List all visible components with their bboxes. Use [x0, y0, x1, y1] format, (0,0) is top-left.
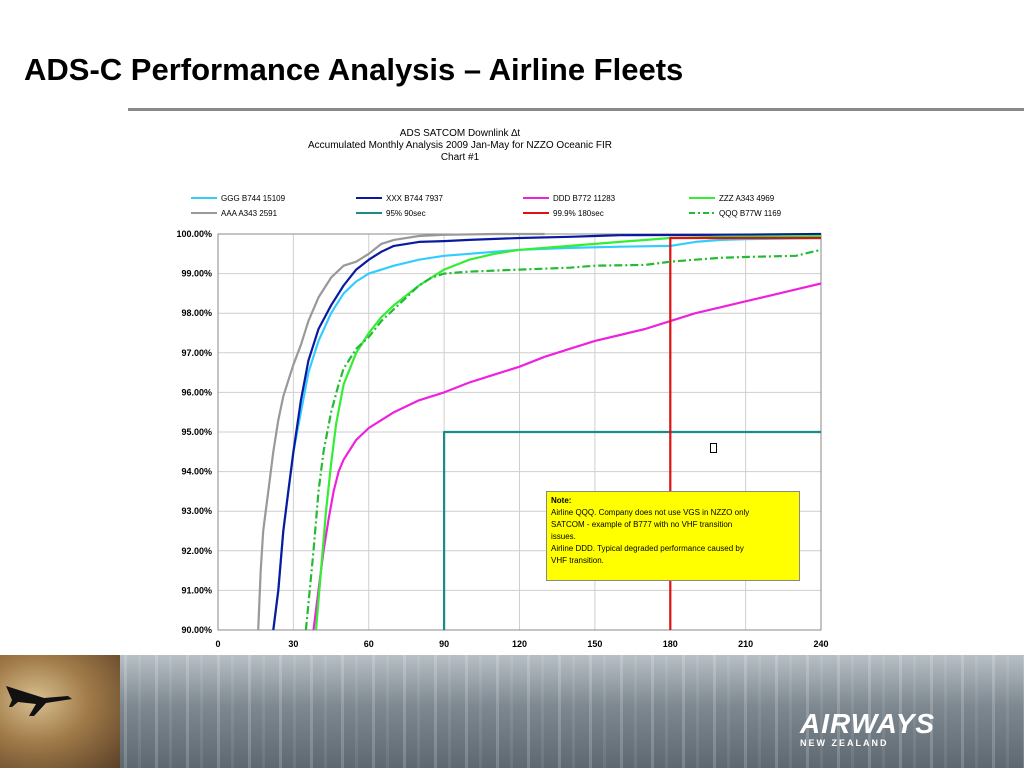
brand-subtitle: NEW ZEALAND: [800, 738, 889, 748]
y-tick-label: 94.00%: [181, 467, 212, 477]
x-tick-label: 90: [439, 639, 449, 649]
airplane-icon: [6, 686, 72, 716]
x-tick-label: 210: [738, 639, 753, 649]
note-line: issues.: [551, 532, 576, 541]
series-line: [257, 232, 545, 631]
title-divider: [128, 108, 1024, 111]
legend-label: XXX B744 7937: [386, 194, 443, 203]
series-line: [272, 232, 822, 631]
series-line: [443, 430, 821, 630]
brand-name: AIRWAYS: [800, 708, 936, 739]
series-line: [314, 234, 822, 631]
x-tick-label: 120: [512, 639, 527, 649]
y-tick-label: 95.00%: [181, 427, 212, 437]
note-line: Airline DDD. Typical degraded performanc…: [551, 544, 744, 553]
y-tick-label: 92.00%: [181, 546, 212, 556]
y-tick-label: 96.00%: [181, 387, 212, 397]
x-tick-label: 0: [215, 639, 220, 649]
legend-label: QQQ B77W 1169: [719, 209, 782, 218]
chart-title-line: Accumulated Monthly Analysis 2009 Jan-Ma…: [308, 140, 612, 151]
note-line: SATCOM - example of B777 with no VHF tra…: [551, 520, 733, 529]
legend-label: GGG B744 15109: [221, 194, 286, 203]
y-tick-label: 93.00%: [181, 506, 212, 516]
note-line: Airline QQQ. Company does not use VGS in…: [551, 508, 750, 517]
series-line: [312, 282, 822, 631]
airways-logo: AIRWAYS NEW ZEALAND: [800, 708, 936, 748]
y-tick-label: 98.00%: [181, 308, 212, 318]
chart-title-line: Chart #1: [441, 152, 480, 163]
x-tick-label: 180: [663, 639, 678, 649]
y-tick-label: 99.00%: [181, 269, 212, 279]
y-tick-label: 90.00%: [181, 625, 212, 635]
y-tick-label: 91.00%: [181, 585, 212, 595]
footer-photo: [0, 655, 120, 768]
chart-panel: ADS SATCOM Downlink ∆t Accumulated Monthl…: [133, 123, 858, 697]
placeholder-glyph-icon: [710, 443, 717, 453]
x-tick-label: 30: [288, 639, 298, 649]
legend-label: DDD B772 11283: [553, 194, 616, 203]
x-tick-label: 150: [587, 639, 602, 649]
x-tick-label: 240: [813, 639, 828, 649]
y-tick-label: 100.00%: [176, 229, 212, 239]
legend-label: AAA A343 2591: [221, 209, 278, 218]
y-tick-label: 97.00%: [181, 348, 212, 358]
footer-band: [0, 655, 1024, 768]
note-line: Note:: [551, 496, 572, 505]
note-line: VHF transition.: [551, 556, 604, 565]
chart-title-line: ADS SATCOM Downlink ∆t: [400, 128, 521, 139]
slide-title: ADS-C Performance Analysis – Airline Fle…: [24, 52, 684, 87]
x-tick-label: 60: [364, 639, 374, 649]
legend-label: 95% 90sec: [386, 209, 426, 218]
legend-label: 99.9% 180sec: [553, 209, 604, 218]
legend-label: ZZZ A343 4969: [719, 194, 775, 203]
series-line: [304, 248, 822, 631]
chart-note-box: Note: Airline QQQ. Company does not use …: [546, 491, 800, 581]
